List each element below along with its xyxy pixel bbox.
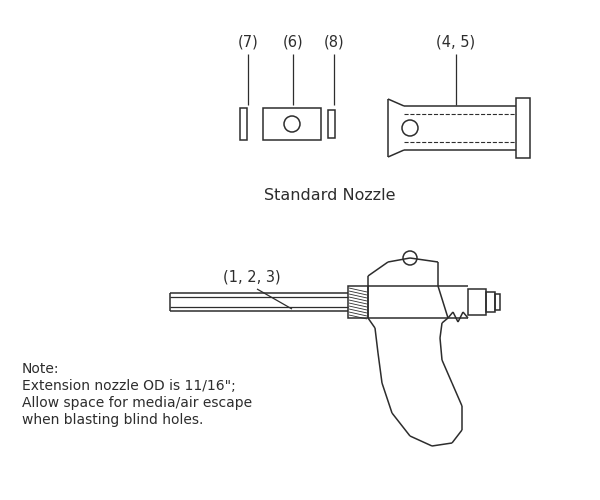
Text: (7): (7) [238, 34, 259, 50]
Text: when blasting blind holes.: when blasting blind holes. [22, 413, 203, 427]
Bar [328, 110, 335, 138]
Bar [263, 108, 321, 140]
Bar [516, 98, 530, 158]
Text: (4, 5): (4, 5) [436, 34, 476, 50]
Bar [348, 286, 368, 318]
Bar [486, 292, 495, 312]
Bar [495, 294, 500, 310]
Text: (6): (6) [283, 34, 304, 50]
Text: Standard Nozzle: Standard Nozzle [264, 188, 396, 204]
Text: (8): (8) [323, 34, 344, 50]
Text: Note:: Note: [22, 362, 59, 376]
Text: (1, 2, 3): (1, 2, 3) [223, 270, 281, 284]
Bar [468, 289, 486, 315]
Bar [240, 108, 247, 140]
Text: Allow space for media/air escape: Allow space for media/air escape [22, 396, 252, 410]
Text: Extension nozzle OD is 11/16";: Extension nozzle OD is 11/16"; [22, 379, 236, 393]
